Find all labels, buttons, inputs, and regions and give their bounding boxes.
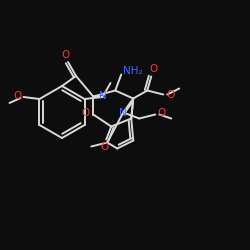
Text: N: N [120,108,127,118]
Text: O: O [62,50,70,60]
Text: O: O [100,142,108,152]
Text: O: O [166,90,174,100]
Text: O: O [81,108,90,118]
Text: O: O [13,91,22,101]
Text: O: O [157,108,166,118]
Text: NH₂: NH₂ [124,66,143,76]
Text: N: N [99,91,106,101]
Text: O: O [149,64,158,74]
